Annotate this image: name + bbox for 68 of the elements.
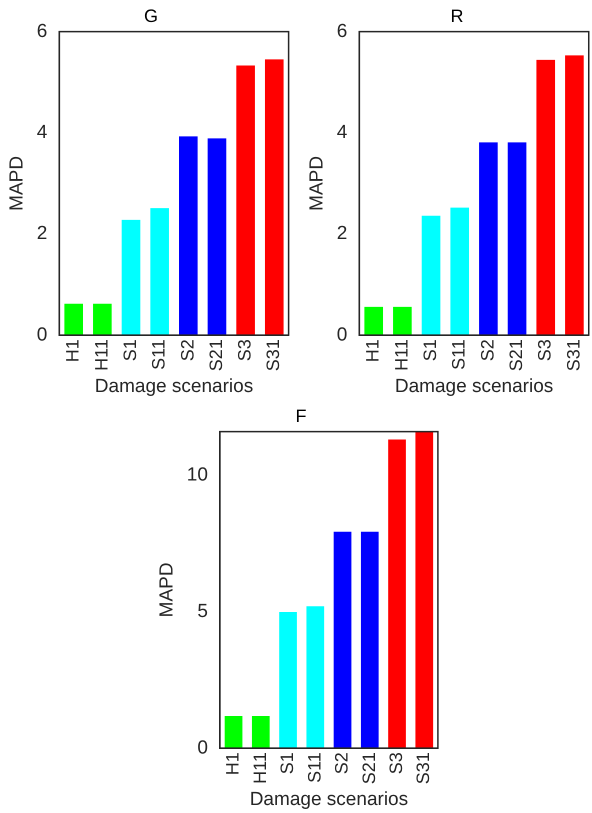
bar <box>93 304 112 336</box>
y-tick-label: 6 <box>36 20 48 42</box>
x-tick-label: S21 <box>206 339 226 372</box>
x-tick-label: S2 <box>177 339 198 362</box>
x-tick-label: S3 <box>534 339 555 362</box>
x-axis-title: Damage scenarios <box>250 788 408 810</box>
bar <box>364 306 384 336</box>
bar <box>150 208 169 336</box>
bar <box>508 142 526 336</box>
chart-title: G <box>144 6 158 26</box>
x-tick-label: S1 <box>420 339 440 362</box>
x-tick-label: S21 <box>506 339 526 372</box>
bar <box>224 716 242 748</box>
y-tick-label: 0 <box>197 737 208 758</box>
bar <box>264 59 284 336</box>
bar <box>64 304 84 336</box>
bar <box>279 612 297 748</box>
x-axis-title: Damage scenarios <box>394 376 554 397</box>
y-axis-title: MAPD <box>306 156 328 211</box>
y-tick-label: 6 <box>336 20 348 42</box>
bar <box>415 432 434 748</box>
x-tick-label: S2 <box>477 339 498 362</box>
bar <box>236 66 255 336</box>
y-tick-label: 0 <box>36 324 48 346</box>
bar <box>450 208 470 336</box>
y-tick-label: 2 <box>36 223 48 244</box>
bar <box>360 532 379 748</box>
x-tick-label: H11 <box>391 339 412 371</box>
x-tick-label: S31 <box>413 752 434 784</box>
x-tick-label: S1 <box>277 752 298 774</box>
x-tick-label: H11 <box>91 339 112 371</box>
bar <box>393 306 412 336</box>
chart-title: R <box>450 6 464 26</box>
bar <box>252 716 270 748</box>
x-tick-label: H1 <box>62 339 83 362</box>
bar <box>179 136 198 336</box>
bar <box>536 60 556 336</box>
bar <box>208 138 226 336</box>
x-tick-label: S31 <box>563 339 584 372</box>
bar <box>306 606 324 748</box>
x-tick-label: S11 <box>304 752 324 783</box>
bar <box>422 216 440 336</box>
x-tick-label: S11 <box>448 339 469 370</box>
x-tick-label: S1 <box>120 339 140 362</box>
x-tick-label: H11 <box>250 752 270 784</box>
bar <box>388 440 406 748</box>
y-tick-label: 0 <box>336 324 348 346</box>
x-tick-label: S3 <box>234 339 255 362</box>
bar <box>122 220 140 336</box>
y-tick-label: 10 <box>186 464 208 486</box>
bar <box>565 55 584 336</box>
x-tick-label: H1 <box>222 752 243 776</box>
x-axis-title: Damage scenarios <box>94 376 254 397</box>
x-tick-label: H1 <box>362 339 383 362</box>
x-tick-label: S11 <box>148 339 169 370</box>
y-axis-title: MAPD <box>6 156 28 211</box>
y-axis-title: MAPD <box>156 562 178 618</box>
bar <box>334 532 352 748</box>
y-tick-label: 4 <box>36 122 48 144</box>
x-tick-label: S31 <box>263 339 284 372</box>
y-tick-label: 5 <box>197 600 208 622</box>
bar <box>479 142 498 336</box>
x-tick-label: S3 <box>386 752 406 774</box>
x-tick-label: S2 <box>332 752 352 774</box>
y-tick-label: 4 <box>336 122 348 144</box>
y-tick-label: 2 <box>336 223 348 244</box>
chart-title: F <box>296 406 306 426</box>
x-tick-label: S21 <box>358 752 379 784</box>
